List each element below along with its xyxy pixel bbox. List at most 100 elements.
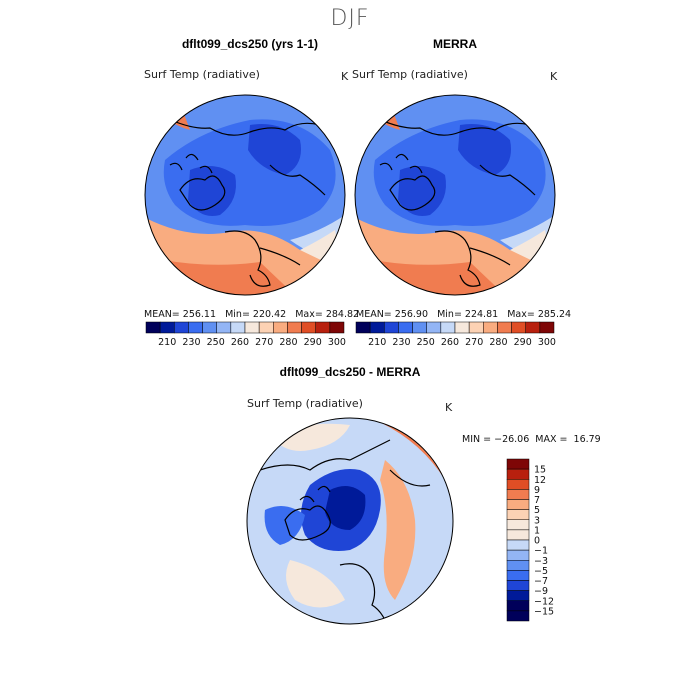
colorbar-merra-swatch (384, 321, 399, 334)
colorbar-difference-swatch (506, 458, 530, 470)
colorbar-merra-tick-label: 290 (514, 337, 532, 348)
colorbar-difference-tick-label: 0 (534, 536, 540, 547)
colorbar-model-swatch (244, 321, 260, 334)
colorbar-model-swatch (145, 321, 161, 334)
colorbar-model-tick-label: 280 (279, 337, 297, 348)
colorbar-model-swatch (188, 321, 203, 334)
map-model-cold-siberia (248, 124, 301, 175)
map-diff-neutral-south (286, 560, 345, 608)
colorbar-difference-swatch (506, 549, 530, 561)
unit-label-difference: K (445, 401, 453, 414)
colorbar-difference-swatch (506, 499, 530, 510)
colorbar-difference-swatch (506, 590, 530, 601)
colorbar-difference-tick-label: 15 (534, 465, 546, 476)
colorbar-difference-tick-label: −12 (534, 596, 554, 607)
colorbar-difference-tick-label: 5 (534, 505, 540, 516)
colorbar-difference-swatch (506, 610, 530, 622)
variable-label-model: Surf Temp (radiative) (144, 68, 260, 81)
colorbar-model-tick-label: 300 (328, 337, 346, 348)
unit-label-model: K (341, 70, 349, 83)
colorbar-model-tick-label: 290 (304, 337, 322, 348)
colorbar-model-swatch (258, 321, 274, 334)
colorbar-model-swatch (315, 321, 331, 334)
colorbar-merra-swatch (412, 321, 427, 334)
colorbar-difference-tick-label: −1 (534, 546, 548, 557)
colorbar-difference-swatch (506, 468, 530, 480)
colorbar-merra-tick-label: 210 (368, 337, 386, 348)
colorbar-model-swatch (174, 321, 189, 334)
map-merra-cold-siberia (458, 124, 511, 175)
colorbar-difference-swatch (506, 560, 530, 571)
colorbar-model-swatch (230, 321, 246, 334)
map-diff-coastlines (259, 439, 431, 621)
colorbar-merra-tick-label: 260 (441, 337, 459, 348)
colorbar-merra-tick-label: 230 (392, 337, 410, 348)
colorbar-difference-swatch (506, 529, 530, 541)
map-diff-cold-west (264, 506, 305, 545)
colorbar-difference-tick-label: −3 (534, 556, 548, 567)
colorbar-merra-swatch (369, 321, 385, 334)
colorbar-difference-tick-label: 9 (534, 485, 540, 496)
variable-label-merra: Surf Temp (radiative) (352, 68, 468, 81)
colorbar-difference-tick-label: −15 (534, 606, 554, 617)
colorbar-difference-swatch (506, 600, 530, 612)
panel-title-difference: dflt099_dcs250 - MERRA (279, 365, 421, 379)
map-diff-warm-inner (380, 460, 416, 600)
colorbar-merra-swatch (398, 321, 413, 334)
stats-model: MEAN= 256.11 Min= 220.42 Max= 284.82 (144, 309, 360, 320)
colorbar-difference-swatch (506, 489, 530, 500)
colorbar-difference-swatch (506, 519, 530, 531)
colorbar-model-tick-label: 250 (207, 337, 225, 348)
colorbar-merra-swatch (525, 321, 541, 334)
map-difference (247, 418, 453, 624)
colorbar-merra-swatch (426, 321, 442, 334)
panel-title-merra: MERRA (433, 37, 477, 51)
colorbar-merra-tick-label: 300 (538, 337, 556, 348)
colorbar-merra-tick-label: 250 (417, 337, 435, 348)
colorbar-merra-swatch (355, 321, 371, 334)
colorbar-difference-swatch (506, 539, 530, 551)
map-model-coastlines (159, 114, 326, 287)
colorbar-model-swatch (287, 321, 302, 334)
map-model-frame (144, 94, 346, 296)
colorbar-merra-swatch (539, 321, 555, 334)
colorbar-model: 210 230 250 260 270 280 290 300 (145, 321, 346, 348)
stats-difference: MIN = −26.06 MAX = 16.79 (462, 434, 601, 445)
colorbar-merra-tick-label: 280 (489, 337, 507, 348)
colorbar-model-swatch (216, 321, 232, 334)
unit-label-merra: K (550, 70, 558, 83)
colorbar-difference-swatch (506, 479, 530, 490)
map-merra (355, 95, 555, 295)
panel-title-model: dflt099_dcs250 (yrs 1-1) (181, 37, 319, 51)
map-difference-frame (246, 417, 454, 625)
colorbar-difference-tick-label: 12 (534, 475, 546, 486)
colorbar-difference-swatch (506, 580, 530, 591)
colorbar-difference-tick-label: −5 (534, 566, 548, 577)
map-model (145, 95, 345, 295)
colorbar-difference-tick-label: 3 (534, 515, 540, 526)
colorbar-model-tick-label: 230 (182, 337, 200, 348)
colorbar-merra-swatch (483, 321, 498, 334)
colorbar-merra-swatch (468, 321, 484, 334)
colorbar-merra: 210 230 250 260 270 280 290 300 (355, 321, 556, 348)
colorbar-model-swatch (202, 321, 217, 334)
colorbar-difference-tick-label: −7 (534, 576, 548, 587)
colorbar-model-swatch (159, 321, 175, 334)
colorbar-model-tick-label: 210 (158, 337, 176, 348)
colorbar-difference-swatch (506, 509, 530, 520)
colorbar-model-tick-label: 260 (231, 337, 249, 348)
stats-merra: MEAN= 256.90 Min= 224.81 Max= 285.24 (356, 309, 572, 320)
colorbar-model-swatch (301, 321, 316, 334)
colorbar-merra-tick-label: 270 (465, 337, 483, 348)
figure-title: DJF (330, 6, 370, 31)
map-diff-cold-center (325, 486, 366, 530)
colorbar-merra-swatch (511, 321, 526, 334)
colorbar-difference-swatch (506, 570, 530, 581)
variable-label-difference: Surf Temp (radiative) (247, 397, 363, 410)
colorbar-model-tick-label: 270 (255, 337, 273, 348)
colorbar-difference-tick-label: −9 (534, 586, 548, 597)
colorbar-merra-swatch (440, 321, 456, 334)
map-merra-frame (354, 94, 556, 296)
